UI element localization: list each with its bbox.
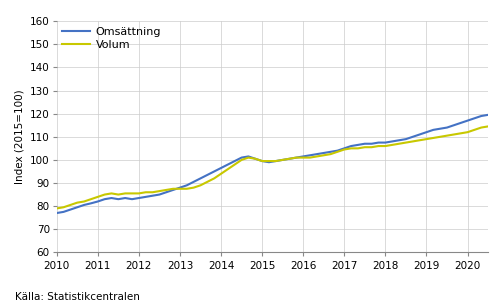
- Omsättning: [122, 196, 128, 200]
- Y-axis label: Index (2015=100): Index (2015=100): [14, 89, 25, 184]
- Line: Volum: Volum: [57, 124, 493, 209]
- Volum: [191, 186, 197, 189]
- Omsättning: [464, 119, 470, 123]
- Omsättning: [246, 155, 251, 158]
- Line: Omsättning: Omsättning: [57, 112, 493, 213]
- Text: Källa: Statistikcentralen: Källa: Statistikcentralen: [15, 292, 140, 302]
- Omsättning: [403, 137, 409, 141]
- Omsättning: [163, 190, 169, 194]
- Volum: [246, 156, 251, 159]
- Volum: [163, 188, 169, 192]
- Omsättning: [54, 211, 60, 215]
- Volum: [464, 130, 470, 134]
- Volum: [403, 141, 409, 144]
- Volum: [122, 192, 128, 195]
- Legend: Omsättning, Volum: Omsättning, Volum: [60, 25, 163, 52]
- Volum: [54, 207, 60, 210]
- Omsättning: [191, 180, 197, 184]
